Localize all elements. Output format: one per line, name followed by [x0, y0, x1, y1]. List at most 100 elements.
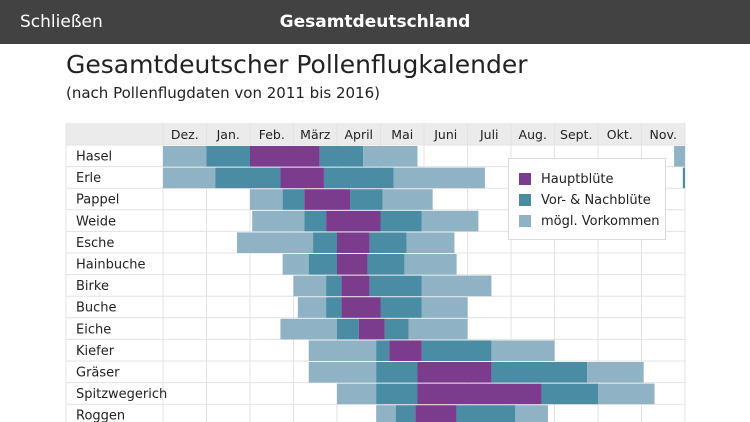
month-label: Juni [433, 127, 457, 142]
month-label: Dez. [171, 127, 199, 142]
pollen-bar-pre-post [456, 405, 516, 422]
pollen-bar-pre-post [308, 254, 337, 275]
pollen-bar-pre-post [541, 383, 598, 405]
legend-swatch-possible [519, 215, 531, 227]
pollen-bar-possible [163, 167, 216, 189]
month-label: Juli [479, 127, 499, 142]
plant-name: Roggen [76, 409, 125, 422]
month-label: Jan. [216, 127, 240, 142]
month-label: Sept. [560, 127, 592, 142]
pollen-bar-pre-post [376, 362, 418, 383]
pollen-bar-possible [406, 232, 455, 253]
pollen-bar-possible [280, 318, 337, 340]
pollen-bar-pre-post [682, 167, 685, 189]
pollen-bar-main [304, 189, 351, 210]
legend-swatch-main [519, 173, 531, 185]
plant-name: Spitzwegerich [76, 387, 167, 402]
month-label: April [344, 127, 373, 142]
pollen-bar-possible [293, 275, 327, 297]
pollen-bar-pre-post [421, 340, 492, 361]
pollen-bar-main [280, 167, 324, 189]
pollen-bar-possible [252, 210, 305, 232]
plant-name: Eiche [76, 322, 111, 337]
nav-title: Gesamtdeutschland [279, 12, 471, 32]
pollen-bar-pre-post [380, 297, 422, 318]
legend-swatch-pre-post [519, 194, 531, 206]
pollen-bar-main [417, 362, 492, 383]
pollen-bar-pre-post [215, 167, 281, 189]
page-subtitle: (nach Pollenflugdaten von 2011 bis 2016) [66, 84, 380, 102]
pollen-bar-pre-post [313, 232, 337, 253]
legend-label-main: Hauptblüte [541, 172, 614, 187]
pollen-bar-pre-post [326, 275, 342, 297]
month-label: Okt. [607, 127, 633, 142]
pollen-bar-possible [408, 318, 468, 340]
month-label: Feb. [259, 127, 285, 142]
pollen-bar-possible [382, 189, 433, 210]
plant-name: Hasel [76, 150, 112, 165]
legend-label-pre-post: Vor- & Nachblüte [541, 193, 651, 208]
pollen-bar-possible [297, 297, 327, 318]
pollen-bar-pre-post [376, 340, 390, 361]
pollen-bar-pre-post [367, 254, 405, 275]
pollen-bar-pre-post [491, 362, 588, 383]
pollen-bar-main [415, 405, 457, 422]
pollen-bar-possible [587, 362, 644, 383]
pollen-bar-possible [282, 254, 309, 275]
pollen-bar-possible [598, 383, 655, 405]
pollen-bar-possible [421, 275, 492, 297]
pollen-bar-pre-post [369, 275, 422, 297]
month-label: Nov. [650, 127, 677, 142]
pollen-bar-possible [163, 146, 207, 167]
plant-name: Birke [76, 279, 109, 294]
plant-name: Esche [76, 236, 114, 251]
pollen-bar-pre-post [395, 405, 416, 422]
pollen-bar-main [358, 318, 385, 340]
month-label: März [300, 127, 331, 142]
pollen-bar-main [341, 297, 381, 318]
plant-name: Gräser [76, 366, 120, 381]
pollen-bar-main [337, 254, 368, 275]
pollen-bar-possible [337, 383, 377, 405]
pollen-bar-possible [674, 146, 685, 167]
plant-name: Erle [76, 171, 101, 186]
plant-name: Kiefer [76, 344, 115, 359]
pollen-bar-pre-post [326, 297, 342, 318]
pollen-bar-main [250, 146, 320, 167]
pollen-bar-pre-post [369, 232, 407, 253]
pollen-bar-possible [363, 146, 418, 167]
close-button[interactable]: Schließen [20, 12, 103, 32]
pollen-bar-pre-post [282, 189, 305, 210]
pollen-bar-pre-post [350, 189, 383, 210]
navigation-bar: Schließen Gesamtdeutschland [0, 0, 750, 44]
pollen-bar-pre-post [323, 167, 394, 189]
plant-name: Weide [76, 214, 116, 229]
pollen-bar-possible [421, 210, 479, 232]
month-label: Mai [391, 127, 413, 142]
pollen-bar-possible [515, 405, 548, 422]
plant-name: Pappel [76, 193, 119, 208]
pollen-bar-possible [404, 254, 457, 275]
pollen-bar-possible [308, 362, 377, 383]
pollen-bar-possible [308, 340, 377, 361]
pollen-bar-possible [421, 297, 468, 318]
pollen-bar-main [337, 232, 370, 253]
pollen-bar-pre-post [206, 146, 250, 167]
month-header-bg [66, 123, 685, 145]
pollen-bar-main [341, 275, 370, 297]
month-label: Aug. [519, 127, 547, 142]
plant-name: Buche [76, 301, 117, 316]
page-title: Gesamtdeutscher Pollenflugkalender [66, 50, 528, 79]
plant-name: Hainbuche [76, 258, 145, 273]
legend-label-possible: mögl. Vorkommen [541, 214, 660, 229]
pollen-bar-pre-post [337, 318, 359, 340]
chart-legend: Hauptblüte Vor- & Nachblüte mögl. Vorkom… [508, 158, 666, 240]
pollen-bar-possible [491, 340, 555, 361]
pollen-bar-main [326, 210, 381, 232]
pollen-bar-possible [393, 167, 485, 189]
pollen-bar-main [389, 340, 422, 361]
pollen-bar-pre-post [376, 383, 418, 405]
pollen-bar-pre-post [319, 146, 364, 167]
pollen-bar-pre-post [380, 210, 422, 232]
pollen-bar-possible [236, 232, 314, 253]
